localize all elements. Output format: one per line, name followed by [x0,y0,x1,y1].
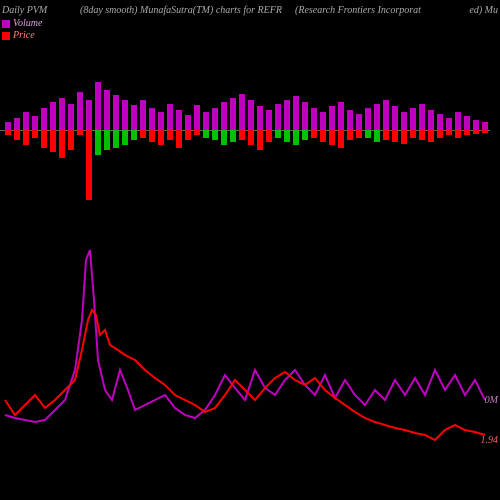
volume-line [5,250,485,422]
axis-label: 0M [485,395,498,406]
price-line [5,310,485,440]
axis-label: 1.94 [481,435,499,446]
chart-canvas: Daily PVM (8day smooth) MunafaSutra(TM) … [0,0,500,500]
line-chart [0,0,500,500]
